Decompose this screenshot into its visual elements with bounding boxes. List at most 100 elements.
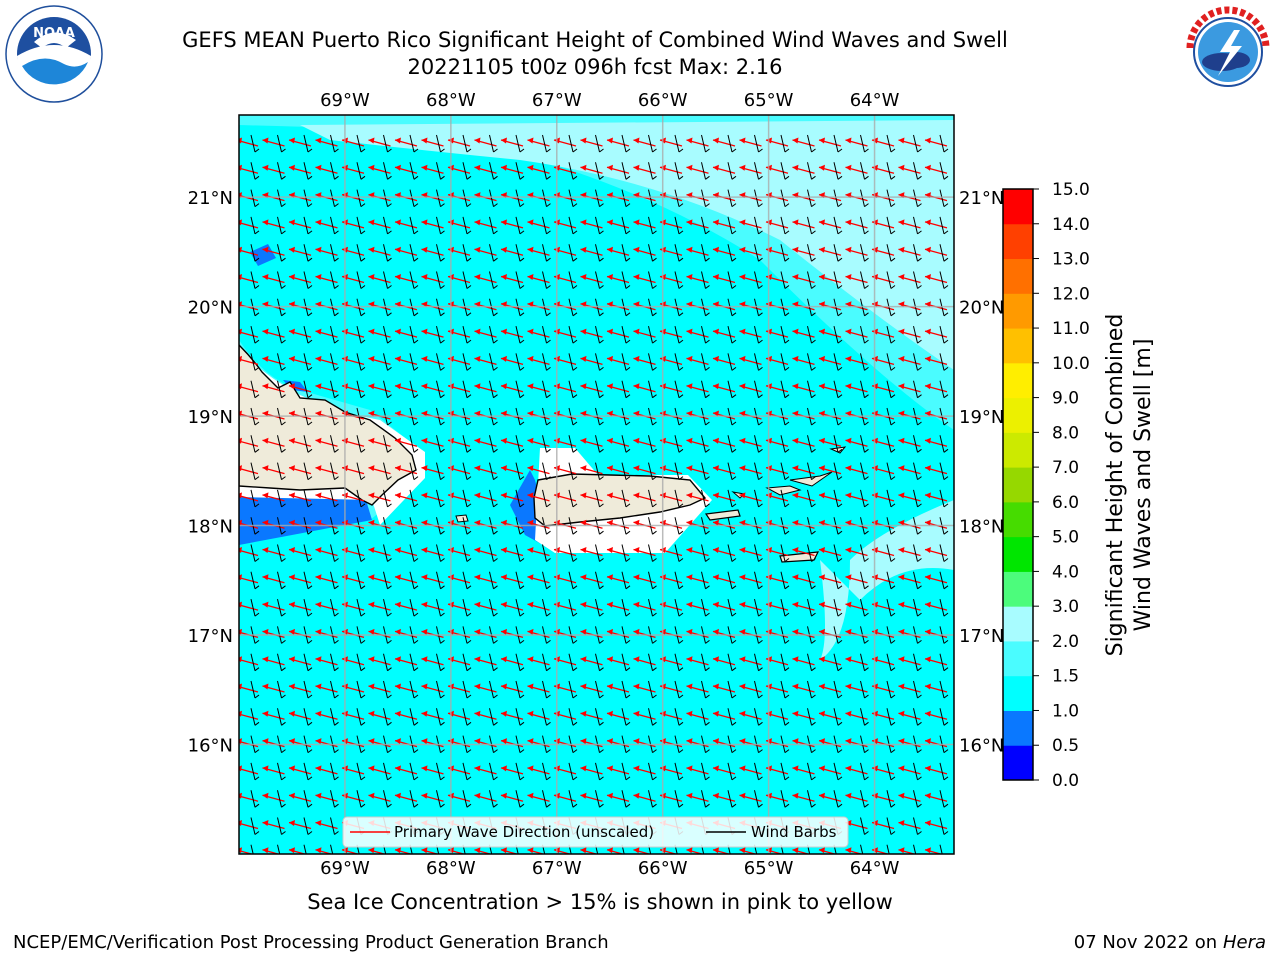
wind-barb-flag (334, 148, 339, 153)
primary-direction-head (289, 601, 295, 608)
wind-barb-shaft (436, 598, 441, 617)
wind-barb-flag (625, 230, 631, 235)
wind-barb-shaft (409, 653, 415, 671)
primary-direction-head (898, 601, 905, 608)
wind-barb-shaft (886, 380, 892, 398)
primary-direction-head (289, 274, 295, 280)
wind-barb-flag (572, 612, 578, 617)
wind-barb-flag (864, 175, 869, 180)
wind-barb-flag (811, 667, 816, 672)
wave-direction-arrow (898, 216, 922, 235)
wind-barb-flag (784, 257, 790, 262)
wind-barb-shaft (489, 571, 494, 589)
wind-barb-shaft (383, 544, 388, 562)
wind-barb-shaft (330, 134, 335, 153)
wave-direction-arrow (606, 353, 631, 371)
primary-direction-head (527, 765, 534, 772)
legend-primary-label: Primary Wave Direction (unscaled) (394, 823, 654, 841)
wind-barb-shaft (833, 680, 839, 699)
wave-direction-arrow (580, 680, 604, 699)
wave-direction-arrow (871, 244, 896, 262)
wind-barb-flag (519, 803, 525, 808)
wind-barb-shaft (886, 817, 892, 835)
primary-direction-head (421, 738, 428, 745)
wave-direction-arrow (394, 244, 419, 262)
primary-direction-head (713, 355, 719, 362)
wave-direction-arrow (845, 162, 869, 180)
wind-barb-shaft (648, 790, 653, 808)
wind-barb-shaft (462, 680, 468, 699)
primary-direction-head (289, 656, 295, 663)
wave-direction-arrow (315, 544, 339, 562)
wind-barb-flag (678, 421, 684, 426)
wind-barb-shaft (701, 680, 706, 699)
wind-barb-flag (599, 749, 604, 753)
wind-barb-flag (599, 203, 604, 208)
lon-tick-label-top: 64°W (850, 90, 900, 111)
primary-direction-head (315, 820, 322, 826)
wind-barb-flag (440, 230, 445, 235)
wind-barb-shaft (595, 762, 600, 781)
wind-barb-flag (652, 476, 657, 481)
wind-barb-flag (943, 721, 949, 726)
wind-barb-flag (705, 203, 710, 208)
primary-direction-head (474, 738, 481, 745)
primary-direction-head (395, 164, 401, 171)
wind-barb-flag (466, 394, 472, 399)
wind-barb-flag (731, 421, 737, 426)
wind-barb-flag (413, 776, 419, 781)
primary-direction-head (527, 847, 534, 854)
colorbar-tick-label: 11.0 (1052, 319, 1090, 339)
wind-barb-flag (599, 476, 604, 481)
primary-direction-head (421, 465, 428, 472)
wind-barb-flag (652, 285, 657, 289)
wind-barb-shaft (277, 162, 282, 180)
primary-direction-head (421, 383, 428, 390)
wind-barb-flag (837, 285, 843, 289)
wave-direction-arrow (924, 489, 949, 508)
wind-barb-flag (599, 230, 604, 235)
wind-barb-flag (917, 394, 922, 399)
wind-barb-flag (705, 694, 710, 699)
wind-barb-shaft (754, 189, 759, 207)
wind-barb-flag (758, 476, 763, 481)
wind-barb-shaft (913, 462, 918, 480)
wind-barb-flag (466, 366, 472, 371)
wave-direction-arrow (580, 271, 604, 289)
primary-direction-head (792, 410, 799, 417)
wave-direction-arrow (421, 134, 445, 153)
wind-barb-shaft (913, 489, 918, 508)
wind-barb-flag (334, 339, 339, 344)
wave-direction-arrow (606, 271, 631, 289)
wave-direction-arrow (845, 380, 869, 399)
primary-direction-head (474, 219, 481, 226)
primary-direction-head (686, 410, 693, 417)
wind-barb-shaft (886, 189, 892, 207)
colorbar-segment (1003, 293, 1033, 329)
wave-direction-arrow (288, 216, 313, 235)
wind-barb-shaft (701, 353, 706, 371)
wave-direction-arrow (686, 680, 710, 699)
wind-barb-shaft (356, 134, 362, 153)
wind-barb-shaft (489, 325, 494, 344)
primary-direction-head (501, 328, 507, 335)
primary-direction-head (289, 383, 295, 390)
wave-direction-arrow (474, 162, 498, 180)
wind-barb-shaft (356, 790, 362, 808)
wave-direction-arrow (924, 598, 949, 617)
wind-barb-flag (360, 148, 366, 153)
primary-direction-head (421, 847, 428, 854)
wind-barb-flag (864, 640, 869, 644)
wind-barb-shaft (648, 325, 653, 344)
primary-direction-head (501, 246, 507, 253)
primary-direction-head (686, 656, 693, 663)
primary-direction-head (845, 164, 852, 171)
wind-barb-flag (890, 394, 896, 399)
wind-barb-flag (466, 503, 472, 508)
wind-barb-shaft (754, 353, 759, 371)
wave-direction-arrow (739, 162, 763, 180)
primary-direction-head (845, 383, 852, 390)
wind-barb-flag (837, 558, 843, 562)
wind-barb-flag (625, 585, 631, 590)
wave-direction-arrow (394, 134, 419, 153)
